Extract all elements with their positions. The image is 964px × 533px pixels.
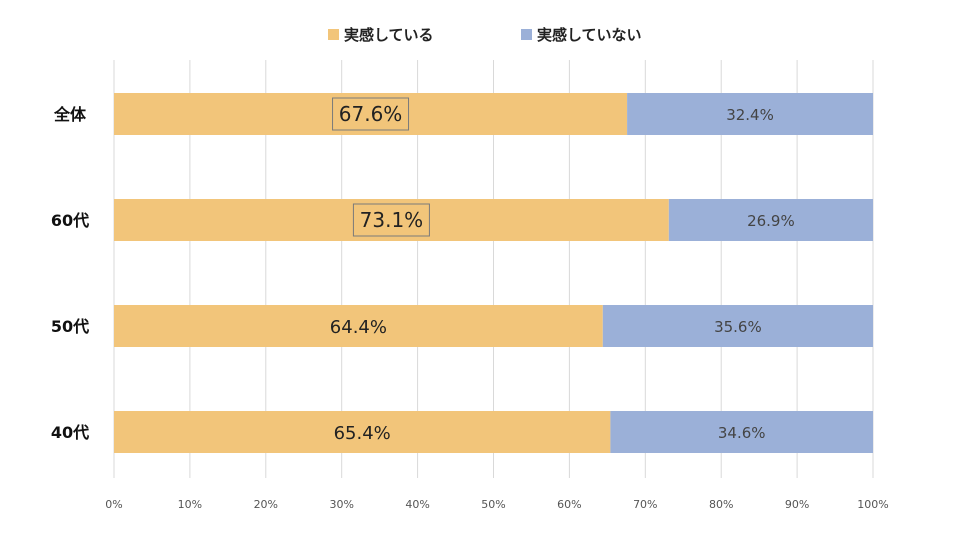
bar-segment-a	[114, 93, 628, 135]
data-label: 64.4%	[330, 317, 387, 338]
data-label: 35.6%	[714, 318, 762, 336]
x-tick-label: 30%	[329, 498, 353, 511]
data-label-box	[352, 203, 430, 237]
data-label: 67.6%	[339, 102, 403, 126]
data-label: 32.4%	[726, 106, 774, 124]
x-tick-label: 60%	[557, 498, 581, 511]
bar-segment-a	[114, 199, 669, 241]
x-tick-label: 100%	[857, 498, 888, 511]
legend-label: 実感していない	[537, 26, 642, 44]
data-label: 73.1%	[360, 208, 424, 232]
category-label: 40代	[51, 423, 89, 442]
bar-segment-a	[114, 411, 611, 453]
bar-segment-a	[114, 305, 603, 347]
x-tick-label: 20%	[254, 498, 278, 511]
legend-label: 実感している	[344, 26, 434, 44]
bar-segment-b	[610, 411, 873, 453]
data-label: 65.4%	[334, 423, 391, 444]
legend-swatch	[521, 29, 532, 40]
x-tick-label: 90%	[785, 498, 809, 511]
x-tick-label: 40%	[405, 498, 429, 511]
data-label: 34.6%	[718, 424, 766, 442]
category-label: 60代	[51, 211, 89, 230]
bar-segment-b	[627, 93, 873, 135]
category-label: 全体	[53, 105, 87, 124]
category-label: 50代	[51, 317, 89, 336]
data-label-box	[332, 97, 410, 131]
bar-segment-b	[602, 305, 873, 347]
x-tick-label: 80%	[709, 498, 733, 511]
x-tick-label: 50%	[481, 498, 505, 511]
x-tick-label: 10%	[178, 498, 202, 511]
x-tick-label: 70%	[633, 498, 657, 511]
x-tick-label: 0%	[105, 498, 122, 511]
legend-swatch	[328, 29, 339, 40]
bar-segment-b	[668, 199, 873, 241]
data-label: 26.9%	[747, 212, 795, 230]
